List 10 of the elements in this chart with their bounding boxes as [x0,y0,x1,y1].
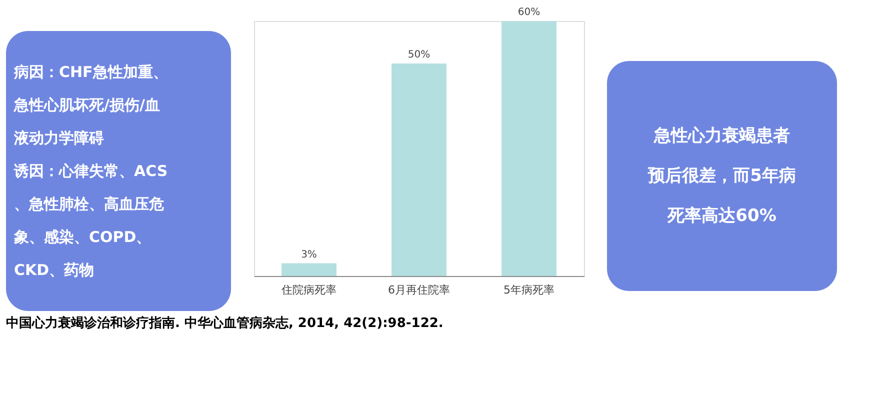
text: 中国心力衰竭诊治和诊疗指南. 中华心血管病杂志, 2014, 42(2):98-122. [6,315,444,331]
x-tick-label: 6月再住院率 [388,284,450,296]
data-label: 60% [518,7,540,18]
text: 急性心力衰竭患者预后很差，而5年病死率高达60% [647,126,796,226]
x-tick-label: 5年病死率 [504,284,554,296]
x-tick-label: 住院病死率 [282,284,336,296]
data-label: 50% [408,50,430,60]
text: 诱因：心律失常、ACS、急性肺栓、高血压危象、感染、COPD、CKD、药物 [13,162,168,279]
data-label: 3% [301,249,317,260]
text: 病因：CHF急性加重、急性心肌坏死/损伤/血液动力学障碍 [13,63,168,147]
